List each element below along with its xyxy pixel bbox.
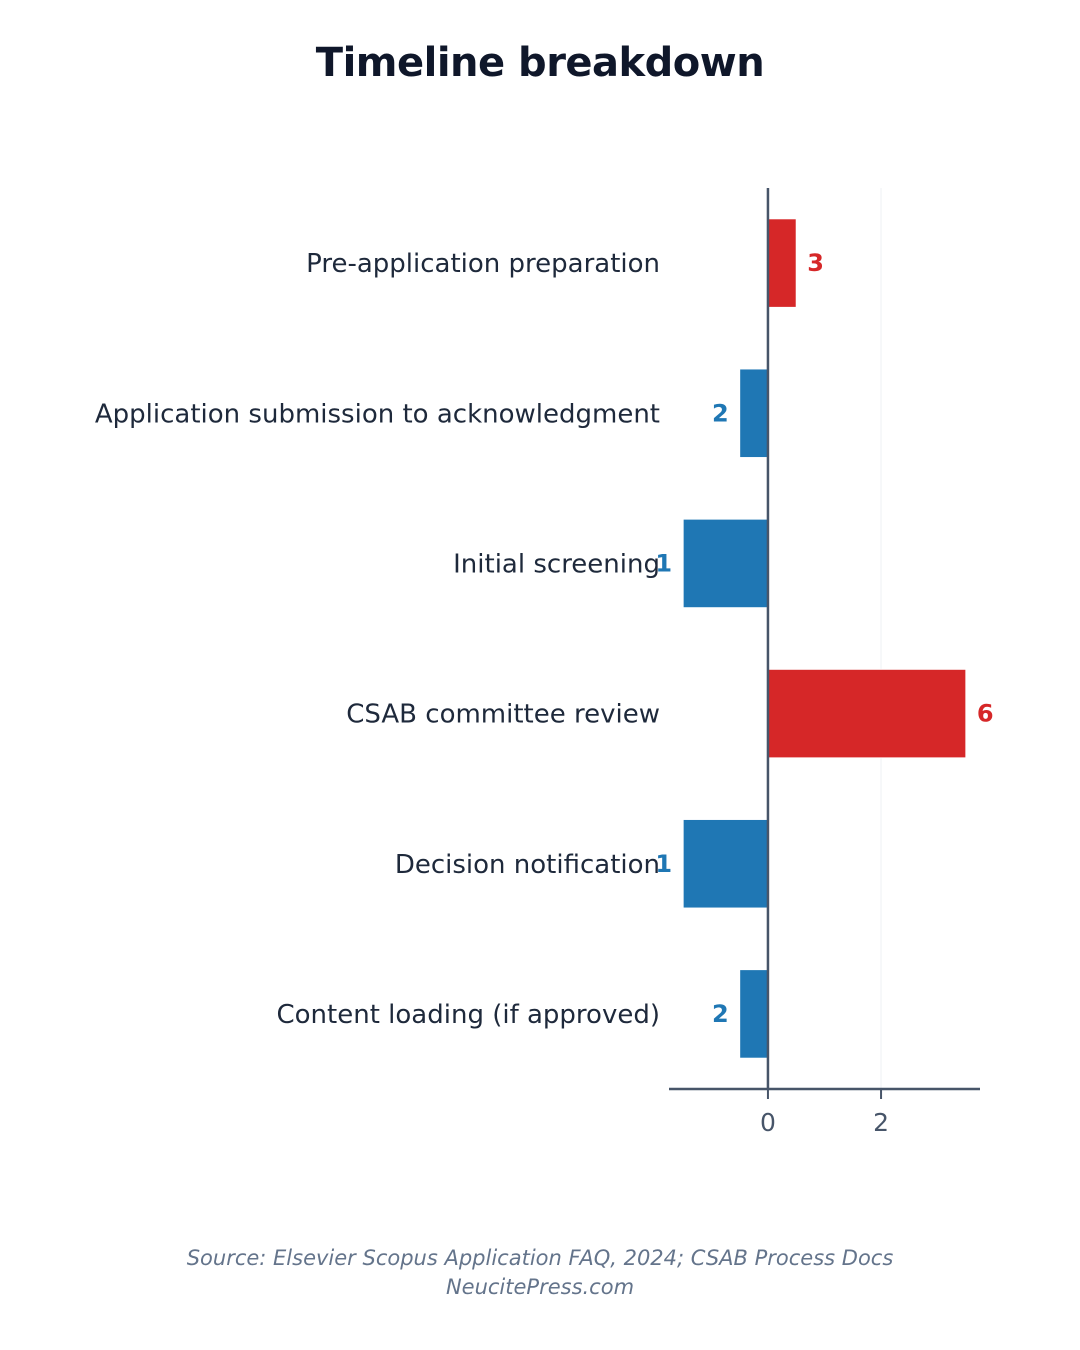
category-label: Decision notification [395,850,660,880]
data-label: 3 [807,249,824,277]
data-label: 2 [712,399,729,427]
data-label: 6 [977,700,994,728]
category-label: Initial screening [453,549,660,579]
category-label: Application submission to acknowledgment [95,399,660,429]
chart-title: Timeline breakdown [315,40,765,86]
bar [767,218,797,308]
bar [682,518,769,609]
data-label: 2 [712,1000,729,1028]
source-site: NeucitePress.com [445,1275,635,1299]
source-line: Source: Elsevier Scopus Application FAQ,… [186,1246,894,1270]
bar [739,969,769,1059]
source-note: Source: Elsevier Scopus Application FAQ,… [0,1244,1080,1302]
x-tick-label: 0 [760,1108,776,1137]
bar [767,668,967,759]
data-label: 1 [655,549,672,577]
category-label: Content loading (if approved) [277,1000,661,1030]
bar [739,368,769,459]
category-label: Pre-application preparation [306,249,660,279]
category-label: CSAB committee review [346,700,660,730]
data-label: 1 [655,850,672,878]
x-tick-label: 2 [873,1108,889,1137]
bar [682,818,769,909]
